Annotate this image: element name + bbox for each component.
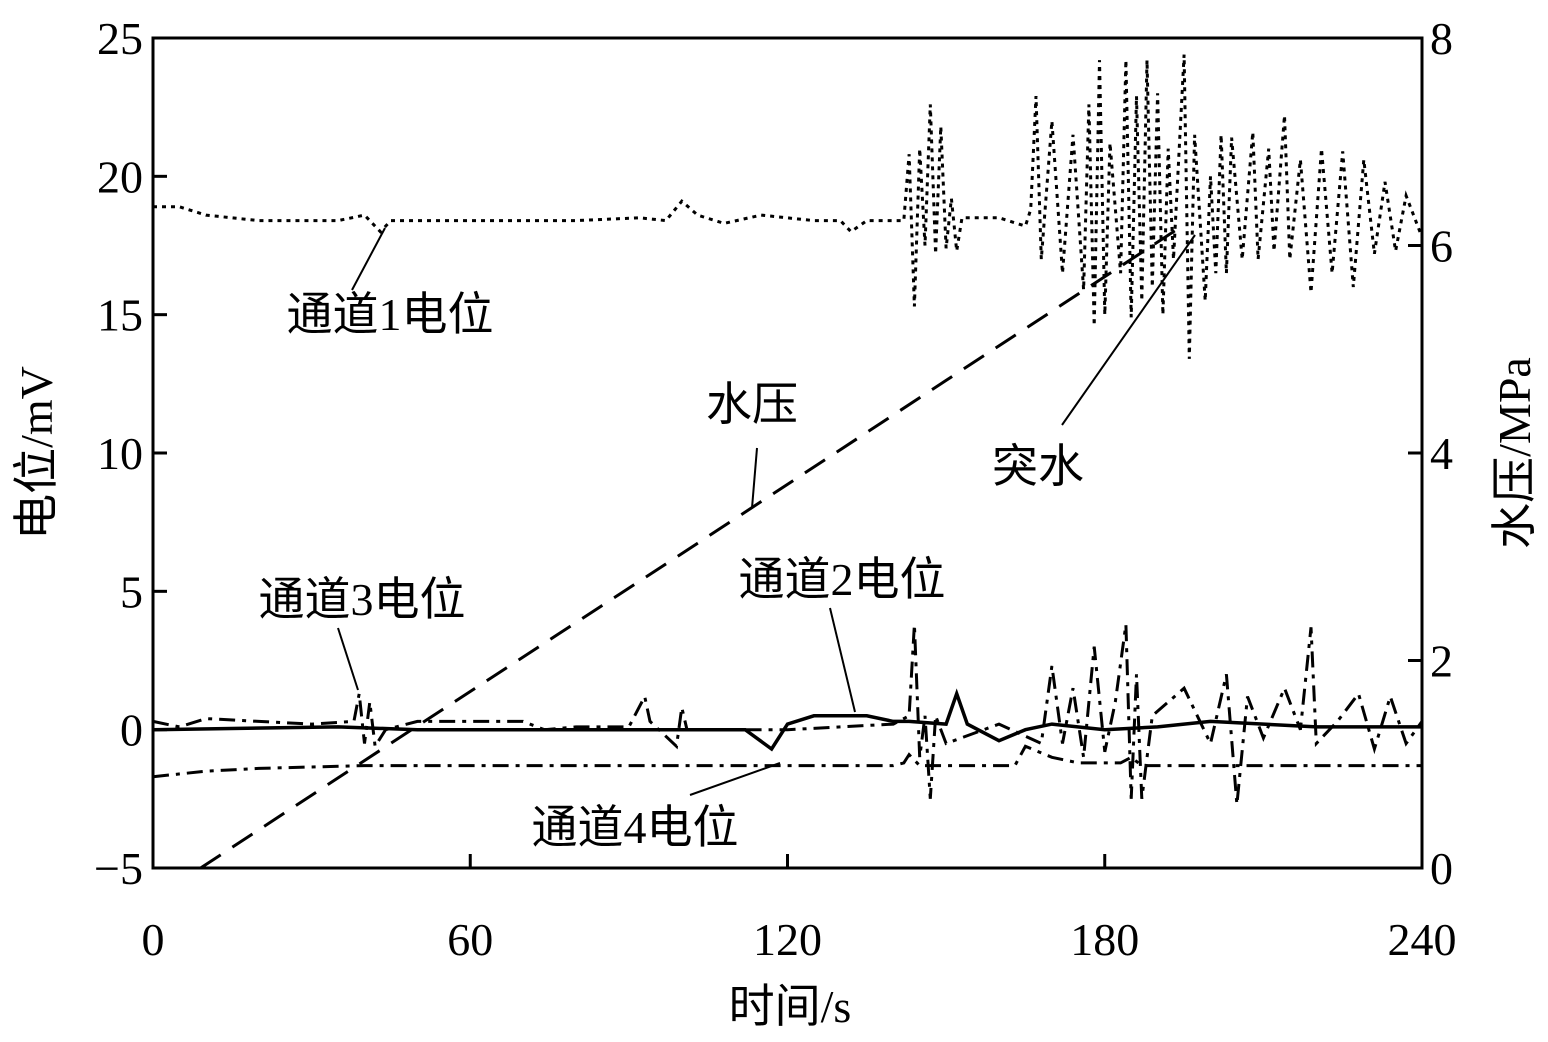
y-tick-label: 10 [97, 428, 143, 479]
y-tick-label: 5 [120, 566, 143, 617]
y2-tick-label: 6 [1430, 221, 1453, 272]
series-label: 通道4电位 [532, 802, 739, 853]
y2-tick-label: 2 [1430, 636, 1453, 687]
x-tick-label: 60 [447, 914, 493, 965]
y-tick-label: −5 [94, 843, 143, 894]
series-line [152, 624, 1424, 805]
x-tick-label: 120 [753, 914, 822, 965]
y-tick-label: 15 [97, 290, 143, 341]
series-line [152, 744, 1422, 779]
y-axis-label: 电位/mV [11, 366, 62, 540]
x-tick-label: 240 [1388, 914, 1457, 965]
series-label: 突水 [992, 441, 1084, 492]
series-label: 水压 [706, 379, 798, 430]
leader-line [337, 627, 359, 691]
y2-tick-label: 0 [1430, 843, 1453, 894]
series-label: 通道1电位 [287, 289, 494, 340]
series-line [199, 223, 1185, 870]
y2-tick-label: 4 [1430, 428, 1453, 479]
leader-line [689, 762, 781, 796]
y2-axis-label: 水压/MPa [1489, 357, 1540, 549]
leader-line [351, 227, 386, 291]
series-label: 通道3电位 [259, 574, 466, 625]
x-tick-label: 180 [1070, 914, 1139, 965]
series-label: 通道2电位 [739, 554, 946, 605]
y2-tick-label: 8 [1430, 13, 1453, 64]
x-axis-label: 时间/s [729, 981, 852, 1032]
leader-line [751, 447, 758, 509]
leader-line [1061, 234, 1196, 426]
y-tick-label: 20 [97, 151, 143, 202]
y-tick-label: 25 [97, 13, 143, 64]
y-tick-label: 0 [120, 705, 143, 756]
x-tick-label: 0 [142, 914, 165, 965]
leader-line [829, 607, 856, 713]
